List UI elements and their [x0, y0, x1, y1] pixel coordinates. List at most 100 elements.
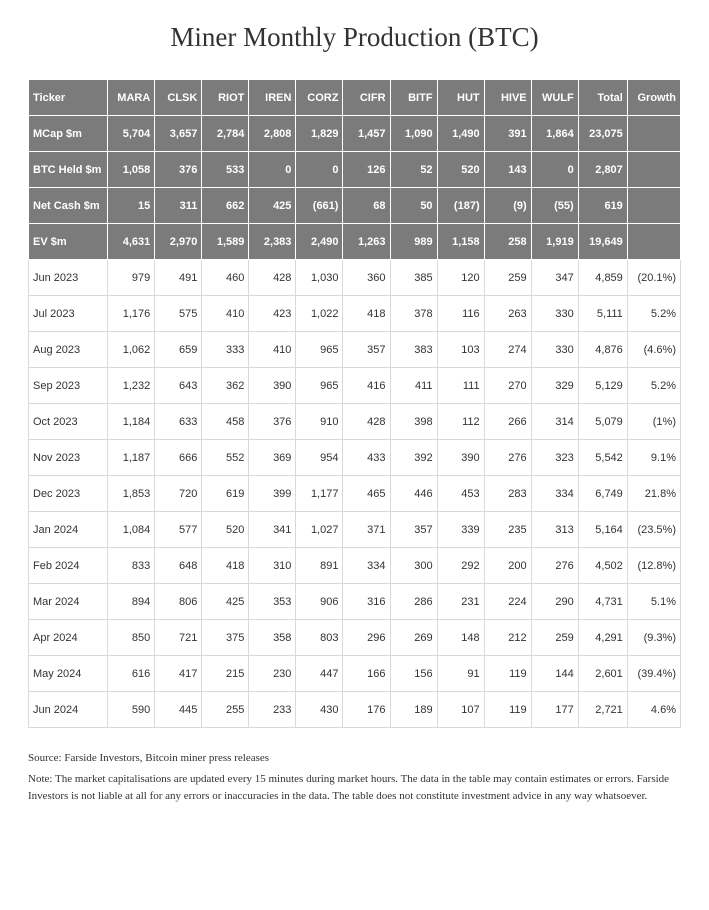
data-cell: 269 — [390, 620, 437, 656]
data-cell: 633 — [155, 404, 202, 440]
data-cell: 111 — [437, 368, 484, 404]
summary-row-label: Net Cash $m — [29, 188, 108, 224]
summary-row-label: EV $m — [29, 224, 108, 260]
row-label: Feb 2024 — [29, 548, 108, 584]
summary-row: Net Cash $m15311662425(661)6850(187)(9)(… — [29, 188, 681, 224]
data-cell: 398 — [390, 404, 437, 440]
data-cell: 954 — [296, 440, 343, 476]
summary-cell: 520 — [437, 152, 484, 188]
summary-cell: 425 — [249, 188, 296, 224]
production-table: TickerMARACLSKRIOTIRENCORZCIFRBITFHUTHIV… — [28, 79, 681, 728]
summary-cell: 19,649 — [578, 224, 627, 260]
summary-cell: 126 — [343, 152, 390, 188]
table-row: Sep 20231,232643362390965416411111270329… — [29, 368, 681, 404]
data-cell: 4,876 — [578, 332, 627, 368]
data-cell: 21.8% — [627, 476, 680, 512]
data-cell: 156 — [390, 656, 437, 692]
data-cell: 323 — [531, 440, 578, 476]
data-cell: 212 — [484, 620, 531, 656]
summary-cell: 376 — [155, 152, 202, 188]
data-cell: 103 — [437, 332, 484, 368]
column-header: BITF — [390, 80, 437, 116]
row-label: Jan 2024 — [29, 512, 108, 548]
data-cell: 385 — [390, 260, 437, 296]
table-row: Nov 20231,187666552369954433392390276323… — [29, 440, 681, 476]
summary-cell: 0 — [531, 152, 578, 188]
data-cell: 619 — [202, 476, 249, 512]
data-cell: 4,859 — [578, 260, 627, 296]
summary-cell: 1,864 — [531, 116, 578, 152]
table-head: TickerMARACLSKRIOTIRENCORZCIFRBITFHUTHIV… — [29, 80, 681, 260]
data-cell: 119 — [484, 656, 531, 692]
data-cell: 339 — [437, 512, 484, 548]
summary-row-label: MCap $m — [29, 116, 108, 152]
data-cell: 378 — [390, 296, 437, 332]
summary-row: EV $m4,6312,9701,5892,3832,4901,2639891,… — [29, 224, 681, 260]
data-cell: 369 — [249, 440, 296, 476]
table-row: Feb 20248336484183108913343002922002764,… — [29, 548, 681, 584]
column-header: HUT — [437, 80, 484, 116]
summary-cell: 533 — [202, 152, 249, 188]
data-cell: 425 — [202, 584, 249, 620]
data-cell: 418 — [343, 296, 390, 332]
data-cell: 200 — [484, 548, 531, 584]
summary-cell: 391 — [484, 116, 531, 152]
summary-cell: 1,263 — [343, 224, 390, 260]
summary-row: MCap $m5,7043,6572,7842,8081,8291,4571,0… — [29, 116, 681, 152]
summary-cell: 1,457 — [343, 116, 390, 152]
data-cell: 418 — [202, 548, 249, 584]
data-cell: 259 — [531, 620, 578, 656]
summary-cell — [627, 116, 680, 152]
data-cell: 979 — [108, 260, 155, 296]
column-header: IREN — [249, 80, 296, 116]
data-cell: 833 — [108, 548, 155, 584]
summary-cell: 1,158 — [437, 224, 484, 260]
table-row: Jun 20239794914604281,030360385120259347… — [29, 260, 681, 296]
data-cell: 416 — [343, 368, 390, 404]
summary-cell: 2,807 — [578, 152, 627, 188]
data-cell: 910 — [296, 404, 343, 440]
summary-cell: 0 — [296, 152, 343, 188]
summary-cell: (55) — [531, 188, 578, 224]
summary-cell: 52 — [390, 152, 437, 188]
data-cell: 4,502 — [578, 548, 627, 584]
data-cell: (39.4%) — [627, 656, 680, 692]
table-row: Jun 20245904452552334301761891071191772,… — [29, 692, 681, 728]
page-root: FARSIDE INVESTORS Miner Monthly Producti… — [0, 0, 709, 829]
data-cell: 1,084 — [108, 512, 155, 548]
data-cell: 460 — [202, 260, 249, 296]
data-cell: 341 — [249, 512, 296, 548]
data-cell: 375 — [202, 620, 249, 656]
data-cell: (4.6%) — [627, 332, 680, 368]
summary-cell: (9) — [484, 188, 531, 224]
summary-cell: 619 — [578, 188, 627, 224]
data-cell: (9.3%) — [627, 620, 680, 656]
data-cell: 120 — [437, 260, 484, 296]
data-cell: 643 — [155, 368, 202, 404]
data-cell: 235 — [484, 512, 531, 548]
data-cell: 360 — [343, 260, 390, 296]
data-cell: 906 — [296, 584, 343, 620]
data-cell: 334 — [531, 476, 578, 512]
data-cell: 330 — [531, 296, 578, 332]
summary-cell: 2,970 — [155, 224, 202, 260]
row-label: Aug 2023 — [29, 332, 108, 368]
data-cell: 266 — [484, 404, 531, 440]
data-cell: (20.1%) — [627, 260, 680, 296]
data-cell: 313 — [531, 512, 578, 548]
data-cell: 590 — [108, 692, 155, 728]
column-header: RIOT — [202, 80, 249, 116]
data-cell: 1,030 — [296, 260, 343, 296]
data-cell: 1,027 — [296, 512, 343, 548]
data-cell: 274 — [484, 332, 531, 368]
data-cell: 648 — [155, 548, 202, 584]
data-cell: 233 — [249, 692, 296, 728]
data-cell: 329 — [531, 368, 578, 404]
column-header: Ticker — [29, 80, 108, 116]
summary-cell: 1,919 — [531, 224, 578, 260]
data-cell: (1%) — [627, 404, 680, 440]
data-cell: 399 — [249, 476, 296, 512]
row-label: Nov 2023 — [29, 440, 108, 476]
summary-row-label: BTC Held $m — [29, 152, 108, 188]
data-cell: 362 — [202, 368, 249, 404]
